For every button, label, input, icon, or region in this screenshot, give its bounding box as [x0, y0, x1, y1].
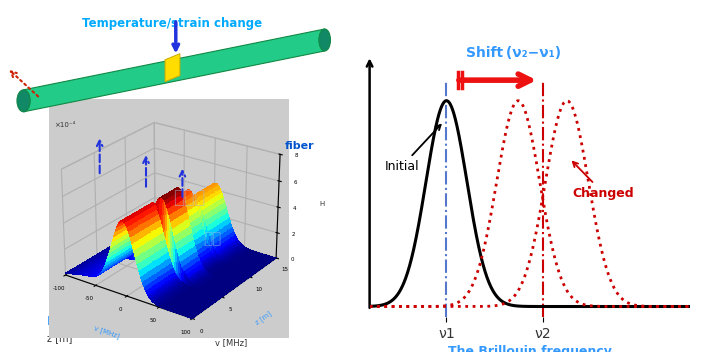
Text: v [MHz]: v [MHz] — [215, 338, 248, 347]
Polygon shape — [23, 29, 325, 112]
Ellipse shape — [17, 90, 30, 112]
Text: Frequency: Frequency — [206, 321, 279, 334]
Text: ×10⁻⁴: ×10⁻⁴ — [54, 122, 75, 128]
X-axis label: The Brillouin frequency: The Brillouin frequency — [448, 345, 612, 352]
Text: Temperature/strain change: Temperature/strain change — [82, 17, 263, 30]
Text: Distance: Distance — [46, 315, 108, 328]
Text: fiber: fiber — [285, 141, 315, 151]
Text: Initial: Initial — [384, 125, 441, 173]
Text: Changed: Changed — [572, 162, 634, 200]
Text: 技术: 技术 — [203, 232, 221, 247]
Text: Shift (ν₂−ν₁): Shift (ν₂−ν₁) — [466, 45, 561, 59]
Ellipse shape — [319, 29, 330, 51]
Text: 光子技: 光子技 — [173, 189, 205, 207]
Y-axis label: z [m]: z [m] — [254, 310, 273, 326]
Text: z [m]: z [m] — [46, 334, 72, 344]
Polygon shape — [165, 54, 180, 82]
X-axis label: v [MHz]: v [MHz] — [93, 324, 120, 339]
